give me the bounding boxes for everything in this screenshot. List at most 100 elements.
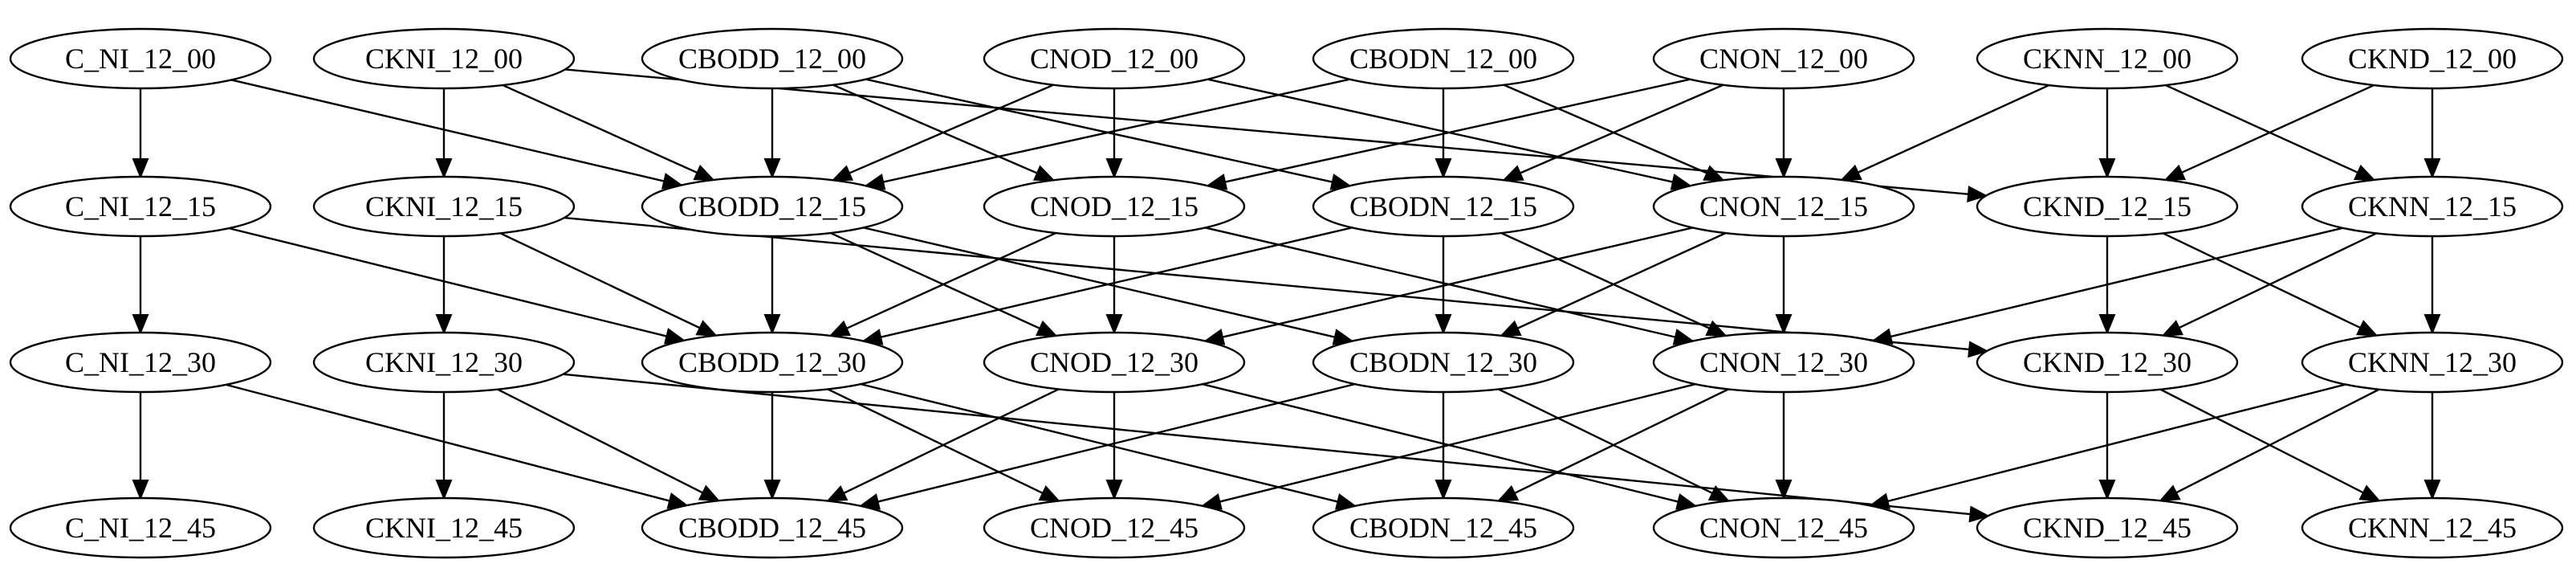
- node-ellipse: [9, 27, 272, 90]
- node-cknn-12-45[interactable]: CKNN_12_45: [2301, 496, 2564, 559]
- node-cnod-12-15[interactable]: CNOD_12_15: [983, 175, 1246, 238]
- node-cknd-12-15[interactable]: CKND_12_15: [1976, 175, 2239, 238]
- edge-C_NI-12_00-to-CBODD-12_15: [230, 79, 665, 182]
- node-label: CKND_12_45: [2023, 512, 2191, 544]
- node-cnod-12-00[interactable]: CNOD_12_00: [983, 27, 1246, 90]
- node-ellipse: [641, 331, 904, 394]
- node-ellipse: [983, 27, 1246, 90]
- node-ellipse: [1976, 496, 2239, 559]
- arrowhead-icon: [1707, 485, 1731, 502]
- node-ckni-12-45[interactable]: CKNI_12_45: [312, 496, 576, 559]
- arrowhead-icon: [1968, 341, 1989, 358]
- edge-CNOD-12_15-to-CBODD-12_30: [846, 231, 1056, 329]
- node-ellipse: [9, 496, 272, 559]
- arrowhead-icon: [1036, 320, 1058, 337]
- node-cnon-12-30[interactable]: CNON_12_30: [1652, 331, 1915, 394]
- edge-CNON-12_00-to-CBODN-12_15: [1520, 84, 1724, 174]
- edge-CKNI-12_30-to-CKND-12_45: [563, 373, 1971, 516]
- node-cbodd-12-30[interactable]: CBODD_12_30: [641, 331, 904, 394]
- node-label: CKND_12_30: [2023, 346, 2191, 378]
- arrowhead-icon: [1705, 320, 1728, 337]
- edge-CNOD-12_00-to-CBODD-12_15: [848, 84, 1054, 174]
- edge-CNON-12_30-to-CNOD-12_45: [1219, 383, 1696, 503]
- node-ellipse: [312, 27, 576, 90]
- node-label: CBODD_12_30: [678, 346, 866, 378]
- node-ckni-12-00[interactable]: CKNI_12_00: [312, 27, 576, 90]
- edge-CBODD-12_30-to-CNOD-12_45: [827, 388, 1044, 495]
- edge-CNON-12_00-to-CNOD-12_15: [1224, 78, 1691, 183]
- node-ckni-12-30[interactable]: CKNI_12_30: [312, 331, 576, 394]
- node-ellipse: [2301, 331, 2564, 394]
- node-c-ni-12-30[interactable]: C_NI_12_30: [9, 331, 272, 394]
- arrowhead-icon: [1775, 480, 1793, 500]
- arrowhead-icon: [2098, 314, 2116, 335]
- arrowhead-icon: [132, 480, 149, 500]
- node-c-ni-12-00[interactable]: C_NI_12_00: [9, 27, 272, 90]
- node-label: CKND_12_15: [2023, 190, 2191, 223]
- node-cnon-12-45[interactable]: CNON_12_45: [1652, 496, 1915, 559]
- edge-CKNI-12_15-to-CKND-12_30: [564, 216, 1970, 351]
- node-c-ni-12-15[interactable]: C_NI_12_15: [9, 175, 272, 238]
- arrowhead-icon: [435, 158, 453, 179]
- edge-CKND-12_30-to-CKNN-12_45: [2159, 388, 2364, 494]
- edge-CKNI-12_15-to-CBODD-12_30: [499, 232, 701, 329]
- node-ellipse: [1312, 27, 1575, 90]
- node-ckni-12-15[interactable]: CKNI_12_15: [312, 175, 576, 238]
- node-cknn-12-00[interactable]: CKNN_12_00: [1976, 27, 2239, 90]
- edge-CBODN-12_15-to-CBODD-12_30: [880, 227, 1353, 338]
- arrowhead-icon: [132, 314, 149, 335]
- arrowhead-icon: [2353, 164, 2376, 182]
- node-c-ni-12-45[interactable]: C_NI_12_45: [9, 496, 272, 559]
- node-label: CKNI_12_00: [365, 43, 523, 75]
- arrowhead-icon: [1499, 320, 1522, 337]
- arrowhead-icon: [1703, 165, 1725, 182]
- node-label: CNON_12_30: [1699, 346, 1868, 378]
- node-label: CBODN_12_30: [1349, 346, 1537, 378]
- edge-C_NI-12_15-to-CBODD-12_30: [228, 227, 667, 337]
- edge-CNOD-12_00-to-CNON-12_15: [1207, 78, 1674, 183]
- arrowhead-icon: [763, 480, 781, 500]
- node-cnon-12-15[interactable]: CNON_12_15: [1652, 175, 1915, 238]
- arrowhead-icon: [763, 314, 781, 335]
- node-ellipse: [9, 331, 272, 394]
- edge-CKNN-12_15-to-CKND-12_30: [2179, 232, 2377, 329]
- edge-CKND-12_00-to-CKND-12_15: [2181, 84, 2375, 174]
- node-cbodn-12-45[interactable]: CBODN_12_45: [1312, 496, 1575, 559]
- node-cbodn-12-15[interactable]: CBODN_12_15: [1312, 175, 1575, 238]
- node-cbodd-12-45[interactable]: CBODD_12_45: [641, 496, 904, 559]
- edge-CBODD-12_15-to-CNOD-12_30: [830, 231, 1040, 329]
- node-ellipse: [983, 331, 1246, 394]
- arrowhead-icon: [435, 314, 453, 335]
- node-cknn-12-15[interactable]: CKNN_12_15: [2301, 175, 2564, 238]
- arrowhead-icon: [2098, 158, 2116, 179]
- node-cknd-12-00[interactable]: CKND_12_00: [2301, 27, 2564, 90]
- node-cbodd-12-15[interactable]: CBODD_12_15: [641, 175, 904, 238]
- node-label: CNON_12_15: [1699, 190, 1868, 223]
- node-ellipse: [9, 175, 272, 238]
- arrowhead-icon: [2358, 484, 2381, 502]
- node-cnod-12-45[interactable]: CNOD_12_45: [983, 496, 1246, 559]
- edge-CBODD-12_30-to-CBODN-12_45: [860, 382, 1338, 503]
- edge-CNON-12_15-to-CBODN-12_30: [1516, 232, 1727, 329]
- edge-CBODD-12_00-to-CBODN-12_15: [865, 78, 1333, 183]
- node-cknd-12-30[interactable]: CKND_12_30: [1976, 331, 2239, 394]
- arrowhead-icon: [1105, 480, 1123, 500]
- arrowhead-icon: [1105, 158, 1123, 179]
- edge-CKND-12_15-to-CKNN-12_30: [2163, 232, 2361, 329]
- node-cknd-12-45[interactable]: CKND_12_45: [1976, 496, 2239, 559]
- node-label: CNOD_12_00: [1030, 43, 1198, 75]
- node-ellipse: [1312, 496, 1575, 559]
- arrowhead-icon: [2423, 480, 2441, 500]
- edge-CKNI-12_00-to-CBODD-12_15: [502, 84, 698, 174]
- node-label: C_NI_12_45: [65, 512, 216, 544]
- node-label: CKND_12_00: [2348, 43, 2517, 75]
- arrowhead-icon: [1032, 165, 1056, 182]
- node-cknn-12-30[interactable]: CKNN_12_30: [2301, 331, 2564, 394]
- node-cbodd-12-00[interactable]: CBODD_12_00: [641, 27, 904, 90]
- arrowhead-icon: [2159, 484, 2181, 502]
- node-cbodn-12-00[interactable]: CBODN_12_00: [1312, 27, 1575, 90]
- node-cnod-12-30[interactable]: CNOD_12_30: [983, 331, 1246, 394]
- node-cbodn-12-30[interactable]: CBODN_12_30: [1312, 331, 1575, 394]
- node-cnon-12-00[interactable]: CNON_12_00: [1652, 27, 1915, 90]
